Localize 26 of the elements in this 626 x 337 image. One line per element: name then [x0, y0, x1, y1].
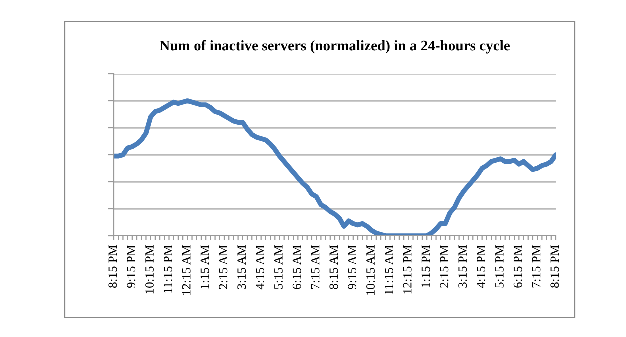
x-tick-label: 6:15 PM	[514, 245, 522, 288]
x-tick-label: 5:15 AM	[274, 245, 283, 290]
x-tick-label: 1:15 AM	[200, 245, 210, 289]
x-tick-label: 8:15 AM	[330, 245, 338, 290]
x-tick-label: 12:15 PM	[403, 245, 412, 294]
x-tick-label: 10:15 PM	[146, 245, 154, 294]
x-tick-label: 2:15 AM	[219, 245, 228, 290]
x-tick-label: 7:15 PM	[532, 245, 541, 288]
chart-title: Num of inactive servers (normalized) in a 24-hours cycle	[160, 40, 510, 54]
x-tick-label: 9:15 PM	[127, 245, 136, 288]
x-tick-label: 8:15 PM	[550, 245, 560, 288]
x-tick-label: 12:15 AM	[182, 245, 191, 295]
x-tick-label: 2:15 PM	[440, 245, 449, 288]
x-tick-label: 5:15 PM	[496, 245, 504, 288]
x-tick-label: 11:15 PM	[164, 245, 172, 294]
x-tick-label: 9:15 AM	[348, 245, 357, 290]
x-tick-label: 10:15 AM	[366, 245, 376, 295]
x-tick-label: 7:15 AM	[311, 245, 320, 290]
x-tick-label: 1:15 PM	[422, 245, 430, 288]
x-tick-label: 8:15 PM	[108, 245, 118, 288]
x-tick-label: 4:15 PM	[477, 245, 486, 288]
x-tick-label: 4:15 AM	[256, 245, 265, 290]
x-tick-label: 6:15 AM	[292, 245, 302, 290]
x-tick-label: 3:15 AM	[238, 245, 246, 290]
x-tick-label: 3:15 PM	[458, 245, 468, 288]
x-tick-label: 11:15 AM	[385, 245, 394, 295]
